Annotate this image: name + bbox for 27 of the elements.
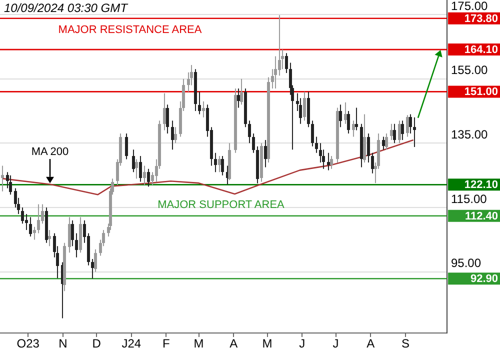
ref-line-label: 112.40 [464, 210, 498, 222]
ref-line-label: 164.10 [464, 44, 498, 56]
ref-line-label: 122.10 [464, 179, 498, 192]
x-tick-label: D [92, 336, 102, 350]
annotation: MAJOR RESISTANCE AREA [58, 24, 202, 36]
ref-line-label: 173.80 [464, 12, 498, 25]
y-tick-label: 95.00 [451, 256, 482, 270]
x-tick-label: J24 [122, 336, 142, 350]
x-tick-label: A [366, 336, 375, 350]
x-tick-label: S [401, 336, 410, 350]
x-tick-label: O23 [16, 336, 40, 350]
annotation: 10/09/2024 03:30 GMT [4, 1, 128, 15]
ref-line-label: 92.90 [470, 273, 498, 286]
y-tick-label: 155.00 [451, 63, 488, 78]
y-tick-label: 135.00 [451, 127, 488, 142]
annotation: MA 200 [31, 146, 69, 158]
annotation: MAJOR SUPPORT AREA [158, 199, 284, 211]
x-tick-label: M [194, 336, 204, 350]
x-tick-label: J [332, 336, 339, 350]
y-tick-label: 175.00 [451, 0, 488, 13]
x-tick-label: N [58, 336, 68, 350]
x-tick-label: M [262, 336, 272, 350]
x-tick-label: F [162, 336, 170, 350]
x-tick-label: J [299, 336, 306, 350]
x-tick-label: A [230, 336, 238, 350]
ref-line-label: 151.00 [464, 86, 498, 98]
y-tick-label: 115.00 [451, 192, 488, 206]
